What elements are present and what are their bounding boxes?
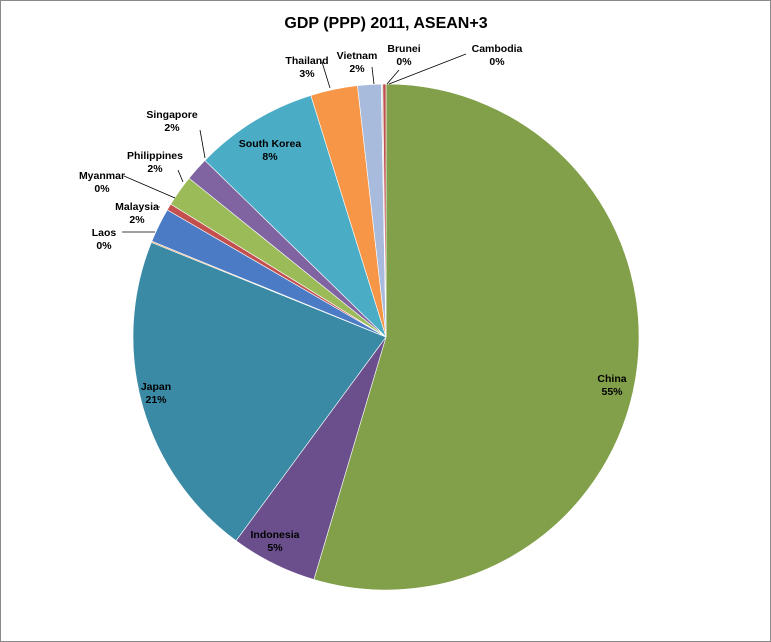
slice-percent-label: 0% [94, 183, 110, 195]
slice-percent-label: 55% [601, 386, 623, 398]
slice-percent-label: 0% [396, 56, 412, 68]
slice-name-label: Brunei [387, 43, 420, 55]
chart-title: GDP (PPP) 2011, ASEAN+3 [284, 15, 487, 32]
slice-name-label: Malaysia [115, 201, 159, 213]
slice-name-label: China [597, 373, 626, 385]
slice-name-label: Vietnam [337, 50, 378, 62]
pie-slice-south-korea [204, 95, 387, 338]
slice-percent-label: 2% [129, 214, 145, 226]
slice-percent-label: 0% [489, 56, 505, 68]
leader-line-vietnam [371, 66, 375, 85]
leader-line-myanmar [123, 175, 176, 199]
slice-percent-label: 8% [262, 151, 278, 163]
pie-slice-china [313, 83, 640, 591]
leader-line-singapore [199, 129, 206, 159]
slice-percent-label: 0% [96, 240, 112, 252]
leader-line-philippines [177, 169, 184, 183]
slice-name-label: Laos [92, 227, 117, 239]
pie-slice-japan [132, 241, 387, 542]
slice-percent-label: 2% [147, 163, 163, 175]
slice-percent-label: 2% [164, 122, 180, 134]
pie-slice-cambodia [382, 83, 387, 338]
slice-percent-label: 2% [349, 63, 365, 75]
leader-line-brunei [386, 69, 400, 85]
slice-name-label: Japan [141, 381, 171, 393]
slice-name-label: Singapore [146, 109, 198, 121]
leader-line-cambodia [388, 53, 467, 85]
slice-name-label: Thailand [285, 55, 328, 67]
slice-percent-label: 3% [299, 68, 315, 80]
slice-percent-label: 21% [145, 394, 167, 406]
slice-name-label: Myanmar [79, 170, 125, 182]
leader-line-thailand [321, 61, 331, 89]
slice-percent-label: 5% [267, 542, 283, 554]
slice-name-label: South Korea [239, 138, 302, 150]
slice-name-label: Philippines [127, 150, 183, 162]
slice-name-label: Cambodia [472, 43, 523, 55]
slice-name-label: Indonesia [250, 529, 299, 541]
